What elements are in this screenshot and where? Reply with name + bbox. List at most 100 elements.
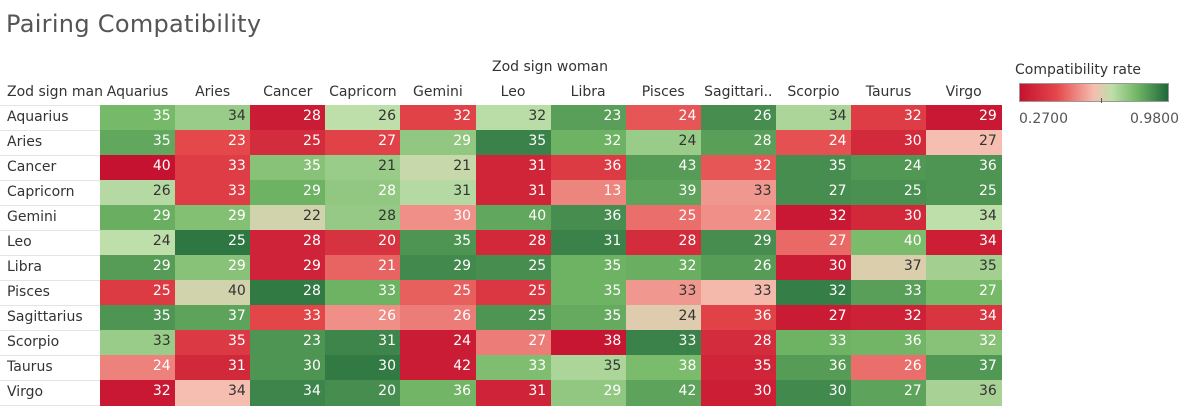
- heatmap-cell: 33: [851, 280, 927, 306]
- heatmap-cell: 39: [625, 180, 702, 206]
- heatmap-cell: 24: [100, 230, 176, 256]
- cell-value-label: 37: [978, 358, 997, 374]
- cell-value-label: 33: [753, 283, 772, 299]
- cell-value-label: 37: [903, 258, 922, 274]
- heatmap-cell: 27: [325, 130, 401, 156]
- cell-value-label: 29: [303, 183, 321, 199]
- heatmap-cell: 34: [926, 230, 1002, 256]
- heatmap-cell: 28: [700, 130, 777, 156]
- chart-title: Pairing Compatibility: [6, 10, 262, 38]
- heatmap-cell: 34: [926, 305, 1002, 331]
- cell-value-label: 32: [978, 333, 997, 349]
- cell-value-label: 21: [378, 258, 396, 274]
- cell-value-label: 35: [227, 333, 246, 349]
- heatmap-cell: 25: [175, 230, 251, 256]
- column-axis-title: Zod sign woman: [492, 59, 608, 75]
- cell-value-label: 36: [453, 383, 472, 399]
- cell-value-label: 35: [303, 158, 321, 174]
- cell-value-label: 31: [528, 183, 547, 199]
- heatmap-cell: 35: [100, 130, 176, 156]
- cell-value-label: 25: [152, 283, 171, 299]
- cell-value-label: 38: [678, 358, 697, 374]
- cell-value-label: 33: [678, 333, 697, 349]
- cell-value-label: 25: [227, 233, 246, 249]
- cell-value-label: 27: [978, 133, 997, 149]
- cell-value-label: 29: [227, 258, 246, 274]
- cell-value-label: 30: [828, 258, 847, 274]
- cell-value-label: 33: [227, 183, 246, 199]
- cell-value-label: 43: [678, 158, 697, 174]
- cell-value-label: 35: [603, 308, 622, 324]
- column-header: Cancer: [263, 84, 313, 100]
- cell-value-label: 20: [378, 233, 396, 249]
- heatmap-cell: 28: [250, 280, 326, 306]
- cell-value-label: 34: [227, 383, 246, 399]
- heatmap-cell: 20: [325, 380, 401, 406]
- cell-value-label: 33: [378, 283, 396, 299]
- heatmap-cell: 24: [775, 130, 852, 156]
- cell-value-label: 32: [828, 208, 847, 224]
- cell-value-label: 29: [603, 383, 622, 399]
- cell-value-label: 25: [678, 208, 697, 224]
- heatmap-cell: 23: [550, 105, 627, 131]
- row-header: Aries: [7, 134, 43, 150]
- cell-value-label: 32: [828, 283, 847, 299]
- cell-value-label: 35: [753, 358, 772, 374]
- cell-value-label: 31: [453, 183, 472, 199]
- cell-value-label: 26: [753, 108, 772, 124]
- heatmap-cell: 34: [926, 205, 1002, 231]
- heatmap-cell: 35: [550, 305, 627, 331]
- column-header: Virgo: [945, 84, 982, 100]
- cell-value-label: 25: [978, 183, 997, 199]
- heatmap-cell: 24: [851, 155, 927, 181]
- heatmap-cell: 29: [550, 380, 627, 406]
- heatmap-cell: 29: [400, 130, 477, 156]
- cell-value-label: 24: [678, 108, 697, 124]
- heatmap-cell: 24: [625, 130, 702, 156]
- heatmap-cell: 33: [625, 280, 702, 306]
- heatmap-cell: 32: [625, 255, 702, 281]
- row-divider: [0, 305, 100, 306]
- column-header: Sagittari..: [704, 84, 773, 100]
- heatmap-cell: 36: [926, 155, 1002, 181]
- legend-max-label: 0.9800: [1130, 111, 1179, 127]
- cell-value-label: 35: [978, 258, 997, 274]
- heatmap-cell: 21: [325, 255, 401, 281]
- heatmap-cell: 32: [926, 330, 1002, 356]
- cell-value-label: 26: [378, 308, 396, 324]
- cell-value-label: 31: [227, 358, 246, 374]
- cell-value-label: 40: [903, 233, 922, 249]
- heatmap-cell: 29: [926, 105, 1002, 131]
- heatmap-cell: 36: [851, 330, 927, 356]
- heatmap-cell: 28: [475, 230, 552, 256]
- heatmap-cell: 33: [175, 155, 251, 181]
- row-divider: [0, 255, 100, 256]
- cell-value-label: 27: [828, 233, 847, 249]
- legend-color-bar: [1019, 83, 1169, 102]
- cell-value-label: 35: [828, 158, 847, 174]
- heatmap-cell: 25: [475, 280, 552, 306]
- cell-value-label: 26: [753, 258, 772, 274]
- cell-value-label: 25: [903, 183, 922, 199]
- heatmap-cell: 32: [775, 205, 852, 231]
- heatmap-cell: 37: [175, 305, 251, 331]
- heatmap-cell: 43: [625, 155, 702, 181]
- column-header: Gemini: [413, 84, 463, 100]
- heatmap-cell: 28: [250, 230, 326, 256]
- cell-value-label: 25: [453, 283, 472, 299]
- heatmap-cell: 29: [175, 205, 251, 231]
- cell-value-label: 35: [152, 308, 171, 324]
- heatmap-cell: 37: [851, 255, 927, 281]
- heatmap-cell: 28: [250, 105, 326, 131]
- row-divider: [0, 380, 100, 381]
- cell-value-label: 28: [753, 133, 772, 149]
- cell-value-label: 30: [303, 358, 321, 374]
- cell-value-label: 26: [152, 183, 171, 199]
- heatmap-cell: 31: [550, 230, 627, 256]
- heatmap-cell: 27: [775, 180, 852, 206]
- row-header: Virgo: [7, 384, 44, 400]
- row-divider: [0, 330, 100, 331]
- cell-value-label: 32: [678, 258, 697, 274]
- heatmap-cell: 31: [325, 330, 401, 356]
- heatmap-cell: 26: [325, 305, 401, 331]
